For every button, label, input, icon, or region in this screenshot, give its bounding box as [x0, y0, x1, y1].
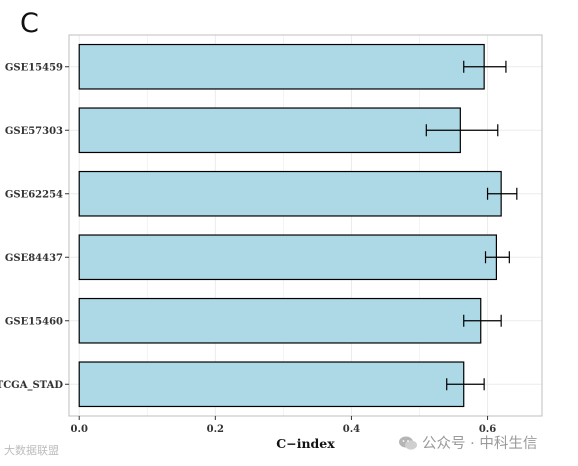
plot-panel-border [68, 34, 543, 417]
y-tick-label: GSE62254 [5, 189, 63, 200]
y-axis-ticks: GSE15459 GSE57303 GSE62254 GSE84437 GSE15460… [0, 62, 69, 391]
error-bar-gse15460 [463, 314, 502, 327]
x-tick-label: 0.2 [207, 424, 224, 435]
error-bar-gse84437 [484, 251, 510, 264]
x-axis-ticks: 0.0 0.2 0.4 0.6 [71, 416, 496, 435]
bar-gse15460 [78, 297, 482, 344]
bar-gse15459 [78, 43, 485, 90]
error-bar-gse62254 [486, 187, 518, 200]
error-bar-gse15459 [463, 60, 507, 73]
grid-lines [69, 35, 542, 416]
error-bar-tcga-stad [446, 378, 485, 391]
error-bars [425, 60, 518, 391]
x-tick-label: 0.6 [479, 424, 496, 435]
x-tick-label: 0.0 [71, 424, 88, 435]
error-bar-gse57303 [425, 124, 499, 137]
y-tick-label: GSE15460 [5, 316, 63, 327]
x-axis-title: C−index [276, 436, 335, 451]
y-tick-label: GSE15459 [5, 62, 63, 73]
x-tick-label: 0.4 [343, 424, 360, 435]
watermark-left: 大数据联盟 [4, 444, 59, 457]
bars [78, 43, 502, 408]
y-tick-label: GSE84437 [5, 253, 63, 264]
bar-gse57303 [78, 107, 461, 154]
watermark-right: 公众号 · 中科生信 [398, 432, 537, 453]
bar-gse84437 [78, 234, 498, 281]
bar-tcga-stad [78, 361, 465, 408]
bar-gse62254 [78, 170, 502, 217]
y-tick-label: GSE57303 [5, 126, 63, 137]
watermark-right-text: 公众号 · 中科生信 [422, 436, 538, 452]
y-tick-label: TCGA_STAD [0, 380, 63, 391]
panel-label: C [20, 8, 39, 39]
wechat-icon [398, 435, 418, 451]
